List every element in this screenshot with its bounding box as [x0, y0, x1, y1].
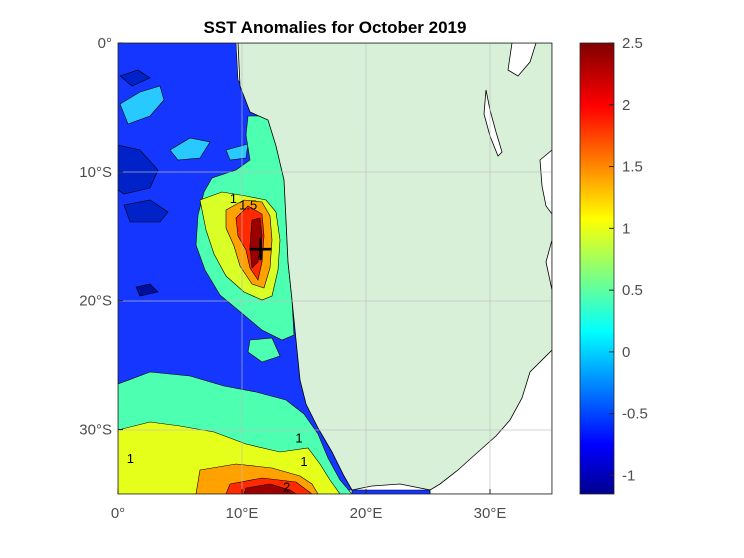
y-tick-label: 0° [98, 35, 112, 52]
colorbar-tick-label: 1.5 [622, 159, 643, 176]
contour-label: 1 [127, 451, 134, 466]
band-zero-blob-b [169, 137, 211, 161]
band-neg-1-patch-c [135, 283, 159, 297]
chart-title: SST Anomalies for October 2019 [204, 18, 467, 37]
contour-label: 1 [295, 431, 302, 446]
colorbar-tick-label: 0 [622, 344, 630, 361]
plot-frame [117, 42, 553, 495]
lake-outline-b [539, 149, 552, 215]
band-0-5-b [247, 337, 281, 363]
x-tick-label: 30°E [474, 505, 507, 522]
band-neg-1-patch-d [119, 69, 151, 87]
colorbar-tick-label: 2.5 [622, 35, 643, 52]
colorbar-tick-label: -0.5 [622, 406, 648, 423]
y-tick-label: 20°S [79, 293, 112, 310]
x-axis-ticks: 0° 10°E 20°E 30°E [111, 489, 507, 522]
colorbar: 2.5 2 1.5 1 0.5 0 -0.5 -1 [579, 35, 648, 495]
contour-label: 1 [230, 191, 237, 206]
x-tick-label: 0° [111, 505, 125, 522]
contour-label: 2 [283, 480, 290, 495]
colorbar-tick-label: 1 [622, 220, 630, 237]
contour-label: 1.5 [239, 197, 257, 212]
colorbar-ticks: 2.5 2 1.5 1 0.5 0 -0.5 -1 [609, 35, 648, 484]
colorbar-tick-label: 0.5 [622, 282, 643, 299]
band-south-blue-strip [351, 489, 431, 494]
contour-label: 1 [300, 454, 307, 469]
colorbar-tick-label: 2 [622, 97, 630, 114]
band-south-darkred [243, 483, 297, 494]
band-neg-1-patches [118, 144, 159, 195]
y-tick-label: 30°S [79, 422, 112, 439]
y-tick-label: 10°S [79, 164, 112, 181]
band-zero-blob-a [119, 85, 165, 125]
colorbar-tick-label: -1 [622, 467, 635, 484]
colorbar-gradient [579, 42, 615, 495]
coast-notch [507, 43, 537, 77]
y-axis-ticks: 0° 10°S 20°S 30°S [79, 35, 123, 439]
band-neg-1-patch-b [123, 199, 169, 223]
x-tick-label: 10°E [226, 505, 259, 522]
grid [118, 43, 552, 494]
anomaly-field [118, 43, 431, 494]
band-zero-blob-c [225, 143, 249, 161]
lake-outline-a [483, 89, 503, 157]
x-tick-label: 20°E [350, 505, 383, 522]
location-marker [249, 238, 272, 261]
east-coast-cut [429, 349, 552, 494]
east-coast-top [545, 239, 552, 291]
band-2-5 [249, 217, 263, 269]
